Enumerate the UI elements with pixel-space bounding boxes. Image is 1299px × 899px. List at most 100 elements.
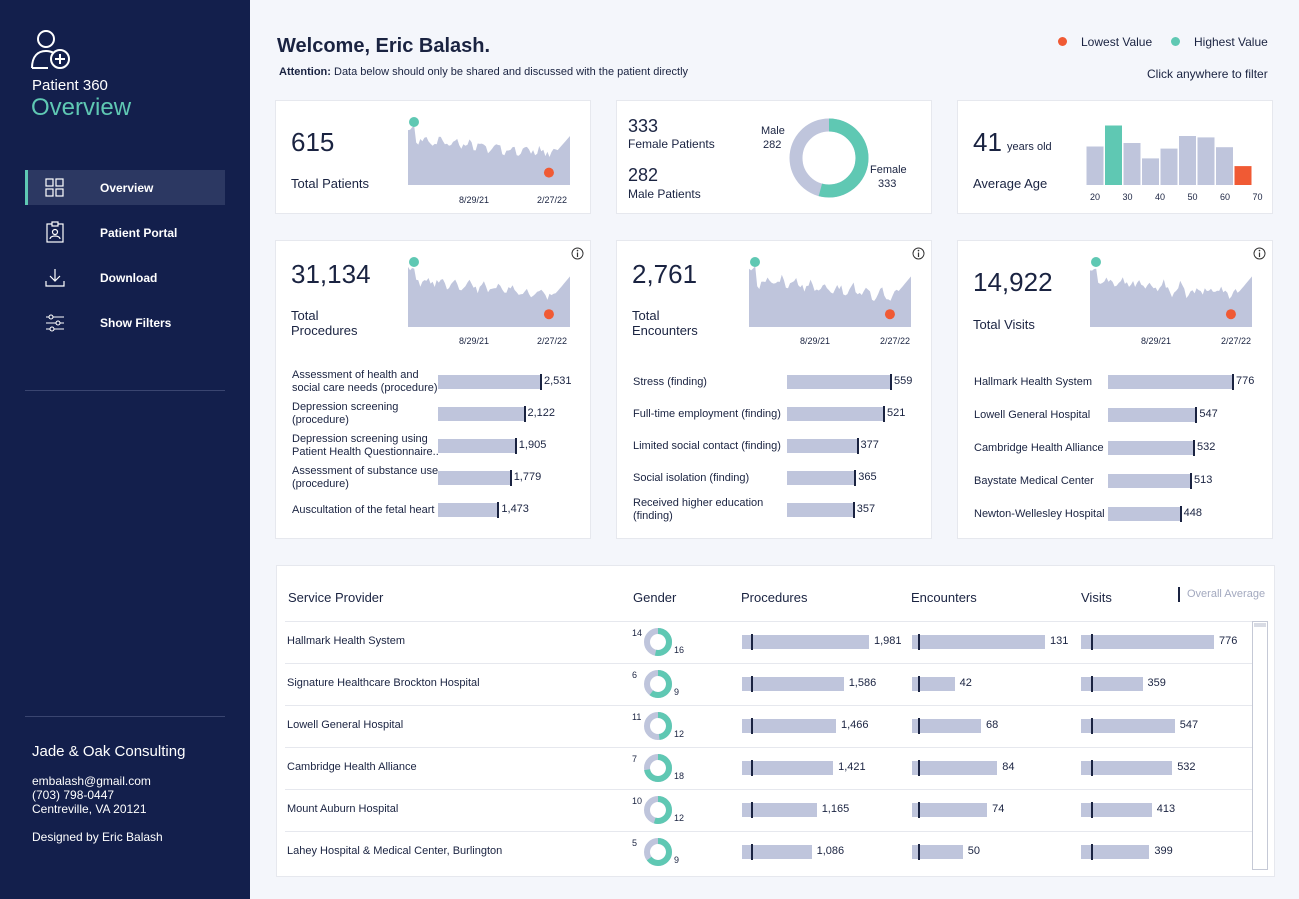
gender-donut[interactable] — [789, 118, 869, 198]
visits-bar[interactable] — [1081, 803, 1152, 817]
age-bar[interactable] — [1216, 147, 1233, 185]
encounters-bar[interactable] — [912, 803, 988, 817]
age-bar[interactable] — [1123, 143, 1141, 185]
bar[interactable] — [787, 439, 857, 453]
visits-bar[interactable] — [1081, 635, 1214, 649]
donut-female-segment[interactable] — [789, 118, 869, 198]
mini-donut-female[interactable] — [644, 712, 672, 740]
bar[interactable] — [787, 503, 853, 517]
scrollbar-thumb[interactable] — [1254, 623, 1266, 627]
average-age-card[interactable]: 41 years old Average Age 20 30 40 50 60 70 — [957, 100, 1273, 214]
age-bar[interactable] — [1086, 146, 1104, 186]
encounters-card[interactable]: 2,761 Total Encounters 8/29/21 2/27/22 S… — [616, 240, 932, 539]
procedures-bar[interactable] — [742, 761, 834, 775]
visits-bar[interactable] — [1081, 719, 1175, 733]
overall-average-marker — [1091, 802, 1093, 818]
gender-mini-donut[interactable] — [643, 837, 673, 867]
sparkline-area[interactable] — [749, 266, 911, 327]
bar[interactable] — [787, 471, 855, 485]
encounters-sparkline[interactable] — [749, 255, 911, 329]
lowest-value-point[interactable] — [884, 309, 895, 320]
age-bar[interactable] — [1142, 158, 1159, 185]
bar[interactable] — [1108, 441, 1193, 455]
col-header-provider[interactable]: Service Provider — [288, 590, 384, 605]
encounters-bar[interactable] — [912, 719, 981, 733]
procedures-card[interactable]: 31,134 Total Procedures 8/29/21 2/27/22 … — [275, 240, 591, 539]
total-patients-card[interactable]: 615 Total Patients 8/29/21 2/27/22 — [275, 100, 591, 214]
highest-value-point[interactable] — [409, 117, 419, 127]
gender-mini-donut[interactable] — [643, 795, 673, 825]
procedures-sparkline[interactable] — [408, 255, 570, 329]
highest-value-point[interactable] — [750, 257, 760, 267]
col-header-procedures[interactable]: Procedures — [741, 590, 808, 605]
mini-donut-female[interactable] — [644, 670, 672, 698]
procedures-bar[interactable] — [742, 635, 869, 649]
procedures-bar[interactable] — [742, 845, 812, 859]
encounters-bar[interactable] — [912, 845, 963, 859]
visits-card[interactable]: 14,922 Total Visits 8/29/21 2/27/22 Hall… — [957, 240, 1273, 539]
bar[interactable] — [1108, 507, 1180, 521]
col-header-encounters[interactable]: Encounters — [911, 590, 977, 605]
procedures-bar[interactable] — [742, 677, 844, 691]
info-icon[interactable] — [571, 247, 584, 260]
highest-value-point[interactable] — [1091, 257, 1101, 267]
app-title: Overview — [31, 94, 132, 121]
info-icon[interactable] — [1253, 247, 1266, 260]
col-header-gender[interactable]: Gender — [633, 590, 677, 605]
sparkline-area[interactable] — [408, 266, 570, 327]
age-bar[interactable] — [1197, 137, 1215, 185]
procedures-bar[interactable] — [742, 803, 817, 817]
sparkline-area[interactable] — [1090, 268, 1252, 327]
gender-mini-donut[interactable] — [643, 711, 673, 741]
nav-show-filters[interactable]: Show Filters — [25, 305, 225, 340]
col-header-visits[interactable]: Visits — [1081, 590, 1112, 605]
highest-value-point[interactable] — [409, 257, 419, 267]
visits-sparkline[interactable] — [1090, 255, 1252, 329]
nav-overview[interactable]: Overview — [25, 170, 225, 205]
total-encounters-value: 2,761 — [632, 259, 698, 289]
age-bar[interactable] — [1105, 125, 1122, 186]
table-scrollbar[interactable] — [1252, 621, 1268, 870]
contact-email[interactable]: embalash@gmail.com — [32, 774, 151, 788]
bar[interactable] — [787, 375, 890, 389]
visits-bar[interactable] — [1081, 677, 1143, 691]
service-provider-table[interactable]: Service Provider Gender Procedures Encou… — [276, 565, 1275, 877]
gender-card[interactable]: 333 Female Patients 282 Male Patients Ma… — [616, 100, 932, 214]
info-icon[interactable] — [912, 247, 925, 260]
visits-bar[interactable] — [1081, 761, 1173, 775]
bar[interactable] — [787, 407, 883, 421]
bar-row-label-2: (procedure) — [292, 414, 349, 426]
age-bar[interactable] — [1234, 166, 1252, 185]
visits-bar[interactable] — [1081, 845, 1150, 859]
age-bar[interactable] — [1179, 136, 1196, 185]
bar[interactable] — [438, 375, 540, 389]
bar[interactable] — [438, 407, 524, 421]
nav-patient-portal[interactable]: Patient Portal — [25, 215, 225, 250]
age-bar[interactable] — [1160, 148, 1178, 185]
bar[interactable] — [438, 503, 498, 517]
gender-mini-donut[interactable] — [643, 753, 673, 783]
bar[interactable] — [1108, 408, 1196, 422]
mini-donut-female[interactable] — [644, 838, 672, 866]
total-patients-sparkline[interactable] — [408, 115, 570, 187]
lowest-value-point[interactable] — [543, 309, 554, 320]
bar[interactable] — [438, 471, 510, 485]
mini-donut-female[interactable] — [644, 628, 672, 656]
mini-donut-female[interactable] — [644, 754, 672, 782]
bar[interactable] — [1108, 375, 1232, 389]
lowest-value-point[interactable] — [543, 167, 554, 178]
encounters-value: 68 — [986, 719, 999, 731]
lowest-value-point[interactable] — [1225, 309, 1236, 320]
age-histogram[interactable] — [1086, 115, 1258, 187]
encounters-bar[interactable] — [912, 761, 998, 775]
nav-download[interactable]: Download — [25, 260, 225, 295]
procedures-bar[interactable] — [742, 719, 836, 733]
mini-donut-female[interactable] — [644, 796, 672, 824]
gender-mini-donut[interactable] — [643, 669, 673, 699]
encounters-bar[interactable] — [912, 635, 1045, 649]
gender-mini-donut[interactable] — [643, 627, 673, 657]
encounters-bar[interactable] — [912, 677, 955, 691]
bar[interactable] — [1108, 474, 1190, 488]
bar[interactable] — [438, 439, 515, 453]
sparkline-area[interactable] — [408, 125, 570, 185]
